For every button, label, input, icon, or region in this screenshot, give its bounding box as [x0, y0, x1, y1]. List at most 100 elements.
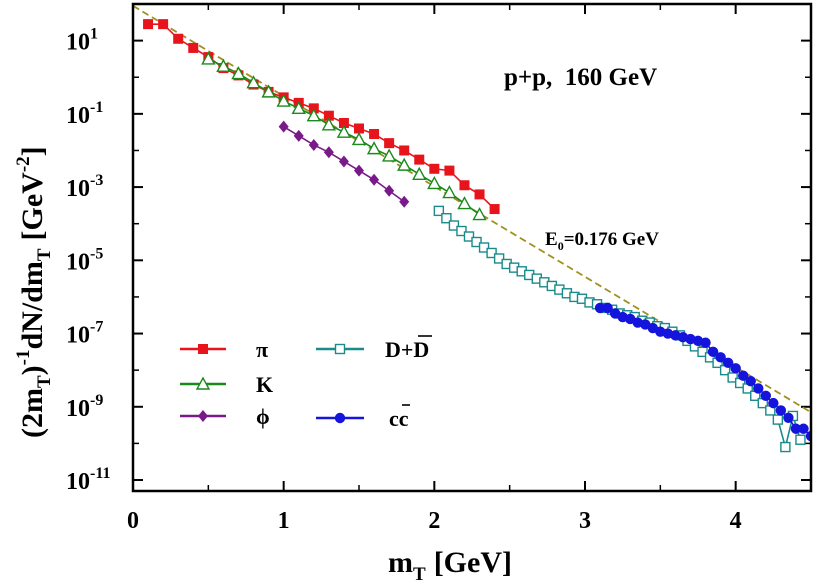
x-tick-label: 2 [428, 508, 440, 534]
chart-title: p+p, 160 GeV [504, 64, 657, 91]
data-point-ccbar [707, 346, 719, 358]
legend-entry-d-dbar: D+D [316, 335, 432, 362]
data-point-d-dbar [433, 205, 445, 217]
data-point-ccbar [760, 390, 771, 401]
data-point-pi [429, 163, 440, 174]
data-point-d-dbar [772, 414, 784, 425]
data-point-phi [278, 120, 289, 133]
legend-entry-phi: ϕ [180, 404, 270, 429]
data-point-k [261, 84, 276, 98]
data-point-pi [459, 180, 470, 191]
data-point-d-dbar [478, 242, 490, 253]
data-point-d-dbar [456, 225, 467, 237]
fit-annotation-value: =0.176 GeV [564, 229, 660, 250]
data-point-phi [369, 173, 380, 186]
series-phi [278, 120, 410, 208]
legend-symbol-ccbar [316, 412, 364, 424]
data-point-phi [354, 164, 364, 177]
legend-label-phi: ϕ [256, 404, 270, 429]
y-tick-exponent: -3 [90, 172, 103, 189]
data-point-phi [308, 138, 319, 151]
y-tick-exponent: -11 [90, 465, 110, 482]
data-point-pi [338, 118, 349, 129]
series-ccbar [594, 302, 811, 442]
data-point-ccbar [798, 423, 809, 434]
legend-symbol-phi [180, 410, 226, 422]
data-point-ccbar [594, 302, 606, 314]
y-tick-label: 10-9 [66, 392, 103, 422]
data-point-phi [293, 129, 304, 142]
legend-marker [195, 376, 211, 390]
data-point-ccbar [730, 363, 741, 374]
legend-entry-ccbar: cc [316, 404, 410, 431]
data-point-k [246, 75, 261, 89]
x-axis-label-m: m [388, 546, 413, 579]
legend-symbol-k [180, 376, 226, 390]
y-axis-label: (2mT)-1dN/dmT[GeV-2] [13, 146, 55, 438]
data-point-pi [474, 189, 485, 200]
y-tick-base: 10 [66, 176, 90, 202]
y-tick-base: 10 [66, 103, 90, 129]
y-label-part-6: [GeV [16, 172, 49, 241]
legend-marker [334, 412, 346, 424]
data-point-pi [323, 110, 334, 121]
y-tick-base: 10 [66, 323, 90, 349]
y-tick-exponent: -5 [90, 245, 103, 262]
data-point-ccbar [745, 375, 756, 387]
data-point-d-dbar [697, 346, 708, 358]
y-tick-base: 10 [66, 469, 90, 495]
data-point-k [231, 66, 246, 80]
data-point-pi [444, 165, 455, 176]
data-point-phi [384, 184, 395, 197]
y-tick-exponent: -9 [90, 392, 103, 409]
legend-marker [198, 344, 208, 354]
data-point-pi [143, 19, 154, 30]
data-point-d-dbar [780, 441, 791, 453]
x-tick-label: 0 [127, 508, 139, 534]
data-point-k [351, 132, 367, 146]
legend-marker [198, 410, 208, 422]
series-line-pi [148, 23, 496, 210]
legend-symbol-d-dbar [316, 343, 364, 355]
data-point-ccbar [715, 352, 726, 363]
x-axis-label-unit: [GeV] [434, 546, 512, 579]
legend-entry-k: K [180, 372, 273, 397]
fit-annotation: E0=0.176 GeV [545, 229, 659, 253]
data-point-k [442, 185, 457, 199]
data-point-k [366, 141, 382, 155]
data-point-k [472, 207, 487, 221]
data-point-k [321, 117, 337, 131]
data-point-pi [188, 42, 199, 53]
x-tick-label: 1 [278, 508, 290, 534]
y-tick-label: 101 [66, 26, 98, 56]
data-point-k [276, 93, 291, 107]
legend-symbol-pi [180, 344, 226, 354]
y-label-part-1: T [34, 375, 55, 388]
data-point-d-dbar [795, 434, 806, 445]
data-point-pi [158, 19, 169, 30]
data-point-phi [399, 195, 410, 208]
x-tick-label: 4 [730, 508, 742, 534]
data-point-ccbar [768, 397, 779, 409]
data-point-k [216, 58, 231, 72]
data-point-pi [354, 123, 364, 134]
y-label-part-7: -2 [13, 156, 34, 172]
data-point-ccbar [700, 337, 711, 348]
legend-marker [334, 343, 346, 355]
y-tick-label: 10-11 [66, 465, 110, 495]
data-point-k [457, 196, 472, 210]
data-point-k [412, 166, 427, 180]
data-point-ccbar [783, 412, 794, 423]
data-point-k [397, 157, 412, 171]
data-point-k [427, 175, 442, 190]
y-label-part-8: ] [16, 146, 49, 156]
data-point-pi [369, 128, 380, 139]
fit-annotation-sub: 0 [558, 239, 564, 253]
x-axis-label-sub: T [413, 564, 426, 585]
legend-entry-pi: π [180, 337, 268, 362]
fit-annotation-e: E [545, 229, 558, 250]
data-point-phi [338, 155, 349, 168]
data-point-ccbar [805, 430, 811, 442]
